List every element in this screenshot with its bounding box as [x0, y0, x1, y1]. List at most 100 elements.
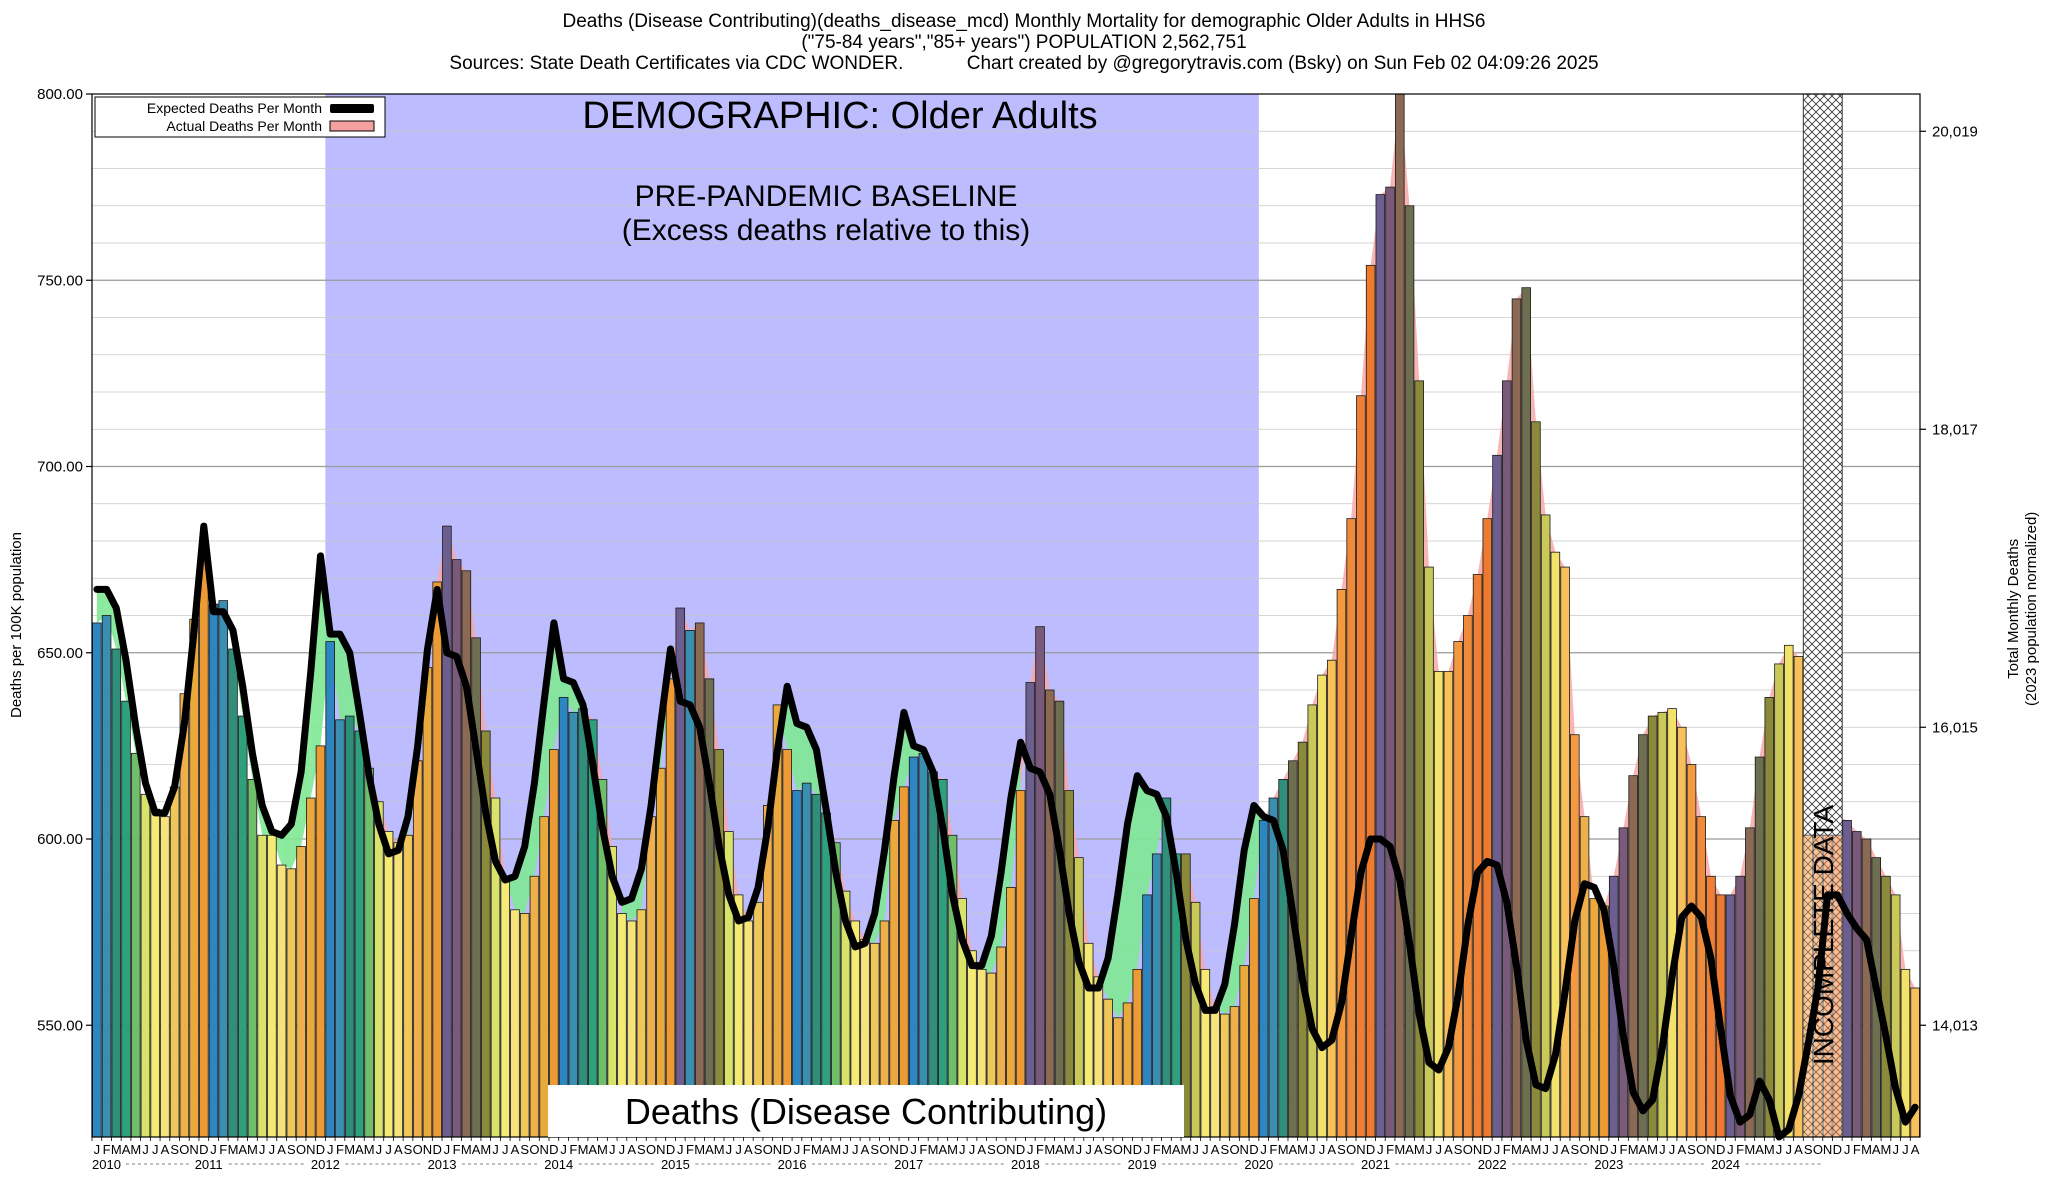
y2-tick-label: 20,019 [1932, 123, 1978, 140]
x-month-label: D [1483, 1142, 1492, 1157]
deficit-area [1137, 775, 1147, 970]
x-month-label: S [1804, 1142, 1813, 1157]
x-month-label: J [1202, 1142, 1209, 1157]
x-month-label: N [539, 1142, 548, 1157]
actual-deaths-bar [160, 816, 170, 1138]
x-month-label: J [677, 1142, 684, 1157]
y-axis-label: Deaths per 100K population [8, 532, 25, 718]
x-month-label: S [520, 1142, 529, 1157]
x-month-label: A [1872, 1142, 1881, 1157]
incomplete-data-region [1802, 93, 1843, 836]
x-month-label: M [1861, 1142, 1872, 1157]
actual-deaths-bar [1482, 518, 1493, 1138]
x-month-label: A [861, 1142, 870, 1157]
x-month-label: S [637, 1142, 646, 1157]
x-month-label: S [1220, 1142, 1229, 1157]
deficit-area [1146, 790, 1157, 895]
y2-axis-label: Total Monthly Deaths (2023 population no… [2005, 512, 2041, 706]
x-month-label: O [879, 1142, 889, 1157]
actual-deaths-bar [208, 603, 219, 1138]
x-month-label: M [694, 1142, 705, 1157]
x-month-label: A [938, 1142, 947, 1157]
actual-deaths-bar [169, 786, 180, 1138]
deficit-area [1010, 742, 1021, 888]
x-month-label: A [1405, 1142, 1414, 1157]
actual-deaths-bar [1249, 898, 1259, 1138]
x-month-label: A [238, 1142, 247, 1157]
actual-deaths-bar [150, 808, 160, 1138]
x-month-label: O [179, 1142, 189, 1157]
actual-deaths-bar [344, 715, 355, 1138]
actual-deaths-bar [510, 909, 520, 1138]
x-month-label: J [376, 1142, 383, 1157]
x-month-label: O [1579, 1142, 1589, 1157]
x-month-label: O [996, 1142, 1006, 1157]
actual-deaths-bar [1229, 1006, 1240, 1138]
x-month-label: J [1144, 1142, 1151, 1157]
x-month-label: J [726, 1142, 733, 1157]
x-month-label: S [1104, 1142, 1113, 1157]
x-month-label: F [336, 1142, 344, 1157]
legend-expected-swatch [330, 104, 374, 113]
x-month-label: A [1172, 1142, 1181, 1157]
x-month-label: J [842, 1142, 849, 1157]
actual-deaths-bar [121, 700, 131, 1138]
actual-deaths-bar [568, 711, 579, 1138]
actual-deaths-bar [928, 771, 938, 1138]
baseline-label-line2: (Excess deaths relative to this) [622, 214, 1031, 247]
y2-tick-label: 16,015 [1932, 719, 1978, 736]
y2-tick-label: 14,013 [1932, 1017, 1978, 1034]
x-month-label: M [1647, 1142, 1658, 1157]
legend-actual-swatch [329, 120, 375, 132]
actual-deaths-bar [1385, 186, 1395, 1138]
x-month-label: N [306, 1142, 315, 1157]
y-tick-label: 700.00 [37, 459, 83, 476]
x-year-label: 2024 [1711, 1157, 1740, 1172]
x-month-label: A [1327, 1142, 1336, 1157]
x-year-label: 2020 [1244, 1157, 1273, 1172]
actual-deaths-bar [1239, 965, 1249, 1138]
actual-deaths-bar [315, 745, 326, 1138]
deficit-area [96, 589, 107, 623]
chart-title-line2: ("75-84 years","85+ years") POPULATION 2… [801, 32, 1247, 53]
actual-deaths-bar [1745, 827, 1755, 1138]
x-month-label: A [1639, 1142, 1648, 1157]
actual-deaths-bar [364, 767, 374, 1138]
x-month-label: J [385, 1142, 392, 1157]
x-month-label: S [987, 1142, 996, 1157]
actual-deaths-bar [218, 600, 229, 1138]
actual-deaths-bar [1492, 454, 1502, 1138]
x-month-label: A [277, 1142, 286, 1157]
x-month-label: A [588, 1142, 597, 1157]
x-month-label: M [228, 1142, 239, 1157]
x-month-label: M [480, 1142, 491, 1157]
x-month-label: A [511, 1142, 520, 1157]
x-month-label: J [1659, 1142, 1666, 1157]
x-month-label: J [1776, 1142, 1783, 1157]
actual-deaths-bar [393, 842, 404, 1138]
bottom-title-box [548, 1085, 1184, 1137]
x-month-label: D [316, 1142, 325, 1157]
x-month-label: N [1240, 1142, 1249, 1157]
x-month-label: M [1180, 1142, 1191, 1157]
x-month-label: S [170, 1142, 179, 1157]
actual-deaths-bar [1453, 641, 1463, 1138]
x-month-label: O [529, 1142, 539, 1157]
x-month-label: J [1319, 1142, 1326, 1157]
x-month-label: A [1444, 1142, 1453, 1157]
x-month-label: S [404, 1142, 413, 1157]
actual-deaths-bar [199, 551, 209, 1138]
x-month-label: M [1628, 1142, 1639, 1157]
x-month-label: A [394, 1142, 403, 1157]
actual-deaths-bar [1356, 395, 1366, 1138]
x-month-label: M [461, 1142, 472, 1157]
x-month-label: A [1561, 1142, 1570, 1157]
x-month-label: S [754, 1142, 763, 1157]
x-month-label: N [1473, 1142, 1482, 1157]
x-month-label: S [870, 1142, 879, 1157]
actual-deaths-bar [1696, 816, 1706, 1138]
actual-deaths-bar [335, 719, 345, 1138]
x-month-label: A [472, 1142, 481, 1157]
incomplete-data-hatch [1803, 835, 1843, 1137]
x-month-label: O [646, 1142, 656, 1157]
